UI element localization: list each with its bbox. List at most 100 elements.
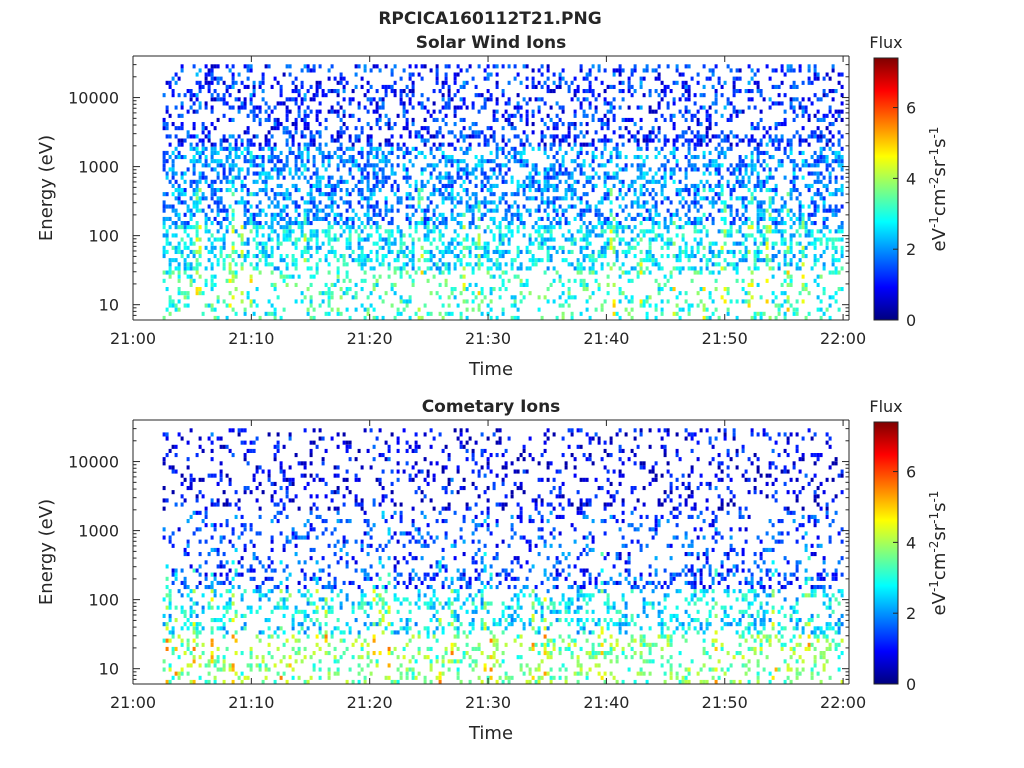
- heatmap-cell: [822, 249, 826, 254]
- heatmap-cell: [675, 188, 679, 193]
- heatmap-cell: [330, 155, 334, 160]
- heatmap-cell: [822, 76, 826, 81]
- heatmap-cell: [663, 221, 667, 226]
- heatmap-cell: [396, 249, 400, 254]
- heatmap-cell: [312, 155, 316, 160]
- heatmap-cell: [336, 80, 340, 85]
- heatmap-cell: [312, 159, 316, 164]
- heatmap-cell: [309, 196, 313, 201]
- heatmap-cell: [516, 204, 520, 209]
- heatmap-cell: [570, 183, 574, 188]
- heatmap-cell: [402, 113, 406, 118]
- heatmap-cell: [315, 183, 319, 188]
- heatmap-cell: [579, 225, 583, 230]
- heatmap-cell: [267, 299, 271, 304]
- heatmap-cell: [498, 254, 502, 259]
- heatmap-cell: [261, 80, 265, 85]
- heatmap-cell: [798, 105, 802, 110]
- heatmap-cell: [792, 134, 796, 139]
- heatmap-cell: [573, 237, 577, 242]
- heatmap-cell: [642, 299, 646, 304]
- heatmap-cell: [351, 142, 355, 147]
- heatmap-cell: [483, 295, 487, 300]
- heatmap-cell: [669, 221, 673, 226]
- heatmap-cell: [804, 254, 808, 259]
- heatmap-cell: [234, 97, 238, 102]
- heatmap-cell: [372, 155, 376, 160]
- heatmap-cell: [663, 179, 667, 184]
- heatmap-cell: [660, 192, 664, 197]
- heatmap-cell: [174, 233, 178, 238]
- heatmap-cell: [831, 212, 835, 217]
- heatmap-cell: [828, 109, 832, 114]
- heatmap-cell: [324, 233, 328, 238]
- heatmap-cell: [435, 72, 439, 77]
- heatmap-cell: [183, 171, 187, 176]
- heatmap-cell: [288, 196, 292, 201]
- heatmap-cell: [375, 258, 379, 263]
- heatmap-cell: [213, 282, 217, 287]
- heatmap-cell: [339, 134, 343, 139]
- heatmap-cell: [396, 183, 400, 188]
- heatmap-cell: [228, 303, 232, 308]
- heatmap-cell: [624, 270, 628, 275]
- heatmap-cell: [366, 80, 370, 85]
- heatmap-cell: [561, 68, 565, 73]
- heatmap-cell: [678, 109, 682, 114]
- heatmap-cell: [462, 134, 466, 139]
- heatmap-cell: [636, 142, 640, 147]
- heatmap-cell: [642, 192, 646, 197]
- heatmap-cell: [495, 117, 499, 122]
- heatmap-cell: [405, 299, 409, 304]
- heatmap-cell: [177, 291, 181, 296]
- heatmap-cell: [765, 254, 769, 259]
- heatmap-cell: [537, 204, 541, 209]
- heatmap-cell: [402, 101, 406, 106]
- heatmap-cell: [519, 249, 523, 254]
- heatmap-cell: [786, 274, 790, 279]
- heatmap-cell: [723, 200, 727, 205]
- heatmap-cell: [357, 258, 361, 263]
- heatmap-cell: [540, 188, 544, 193]
- heatmap-cell: [429, 249, 433, 254]
- heatmap-cell: [447, 171, 451, 176]
- heatmap-cell: [786, 192, 790, 197]
- heatmap-cell: [603, 192, 607, 197]
- heatmap-cell: [252, 113, 256, 118]
- heatmap-cell: [774, 192, 778, 197]
- heatmap-cell: [783, 72, 787, 77]
- heatmap-cell: [756, 142, 760, 147]
- heatmap-cell: [231, 192, 235, 197]
- heatmap-cell: [459, 68, 463, 73]
- heatmap-cell: [378, 179, 382, 184]
- heatmap-cell: [588, 80, 592, 85]
- heatmap-cell: [231, 80, 235, 85]
- heatmap-cell: [777, 307, 781, 312]
- heatmap-cell: [549, 167, 553, 172]
- heatmap-cell: [837, 307, 841, 312]
- heatmap-cell: [663, 155, 667, 160]
- heatmap-cell: [723, 138, 727, 143]
- heatmap-cell: [471, 134, 475, 139]
- heatmap-cell: [459, 97, 463, 102]
- heatmap-cell: [777, 266, 781, 271]
- heatmap-cell: [162, 200, 166, 205]
- heatmap-cell: [513, 113, 517, 118]
- heatmap-cell: [348, 171, 352, 176]
- heatmap-cell: [438, 266, 442, 271]
- heatmap-cell: [543, 229, 547, 234]
- heatmap-cell: [555, 183, 559, 188]
- heatmap-cell: [255, 163, 259, 168]
- heatmap-cell: [411, 212, 415, 217]
- heatmap-cell: [267, 262, 271, 267]
- heatmap-cell: [192, 204, 196, 209]
- heatmap-cell: [363, 175, 367, 180]
- heatmap-cell: [405, 303, 409, 308]
- heatmap-cell: [609, 237, 613, 242]
- heatmap-cell: [702, 64, 706, 69]
- heatmap-cell: [747, 80, 751, 85]
- heatmap-cell: [639, 258, 643, 263]
- heatmap-cell: [474, 295, 478, 300]
- heatmap-cell: [834, 188, 838, 193]
- heatmap-cell: [693, 146, 697, 151]
